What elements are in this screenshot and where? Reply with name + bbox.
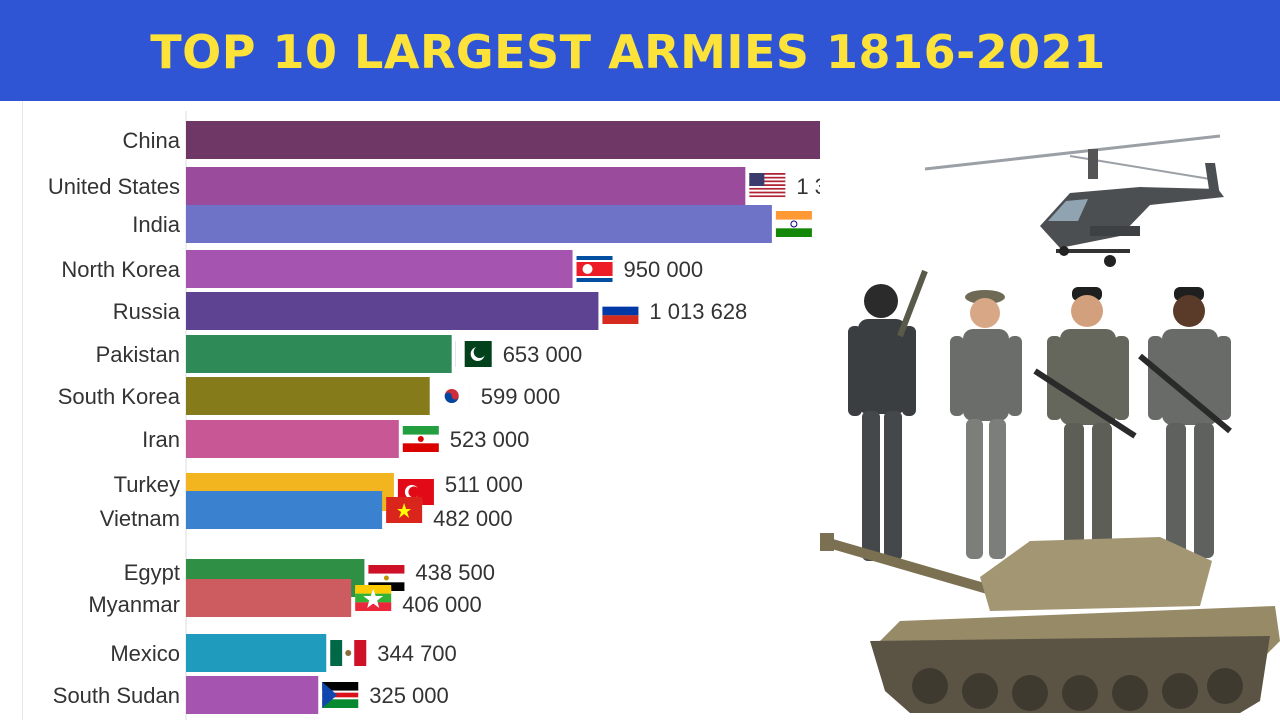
iran-flag-icon (402, 426, 439, 452)
bar-iran (186, 420, 399, 458)
myanmar-flag-icon (355, 585, 392, 611)
category-label: Russia (113, 299, 181, 324)
category-label: India (132, 212, 180, 237)
bar-myanmar (186, 579, 352, 617)
north-korea-flag-icon (576, 256, 613, 282)
title-banner: TOP 10 LARGEST ARMIES 1816-2021 (0, 0, 1280, 101)
value-label: 1 013 628 (649, 299, 747, 324)
category-label: South Korea (58, 384, 181, 409)
bar-russia (186, 292, 599, 330)
soldiers-icon (848, 269, 1232, 561)
category-label: Egypt (124, 560, 180, 585)
value-label: 438 500 (415, 560, 495, 585)
tank-icon (820, 533, 1280, 713)
category-label: South Sudan (53, 683, 180, 708)
category-label: Mexico (110, 641, 180, 666)
bar-mexico (186, 634, 327, 672)
bar-pakistan (186, 335, 452, 373)
category-label: Vietnam (100, 506, 180, 531)
bar-south-sudan (186, 676, 319, 714)
value-label: 344 700 (377, 641, 457, 666)
value-label: 511 000 (445, 472, 523, 497)
category-label: China (123, 128, 181, 153)
value-label: 406 000 (402, 592, 482, 617)
helicopter-icon (924, 134, 1224, 267)
value-label: 1 374 699 (796, 174, 820, 199)
bar-south-korea (186, 377, 430, 415)
category-label: Myanmar (88, 592, 180, 617)
value-label: 653 000 (503, 342, 583, 367)
value-label: 950 000 (624, 257, 704, 282)
category-label: Turkey (114, 472, 180, 497)
bar-north-korea (186, 250, 573, 288)
mexico-flag-icon (330, 640, 367, 666)
bar-china (186, 121, 820, 159)
category-label: Iran (142, 427, 180, 452)
south-korea-flag-icon (433, 383, 470, 409)
bar-india (186, 205, 772, 243)
bar-united-states (186, 167, 746, 205)
category-label: North Korea (61, 257, 180, 282)
military-illustration (820, 134, 1280, 713)
usa-flag-icon (749, 173, 786, 199)
pakistan-flag-icon (455, 341, 492, 367)
south-sudan-flag-icon (322, 682, 359, 708)
value-label: 523 000 (450, 427, 530, 452)
value-label: 482 000 (433, 506, 513, 531)
value-label: 599 000 (481, 384, 561, 409)
category-label: Pakistan (96, 342, 180, 367)
vietnam-flag-icon (386, 497, 423, 523)
bar-vietnam (186, 491, 383, 529)
india-flag-icon (775, 211, 812, 237)
value-label: 325 000 (369, 683, 449, 708)
panel-divider (0, 101, 23, 720)
category-label: United States (48, 174, 180, 199)
page-title: TOP 10 LARGEST ARMIES 1816-2021 (150, 25, 1106, 79)
russia-flag-icon (602, 298, 639, 324)
